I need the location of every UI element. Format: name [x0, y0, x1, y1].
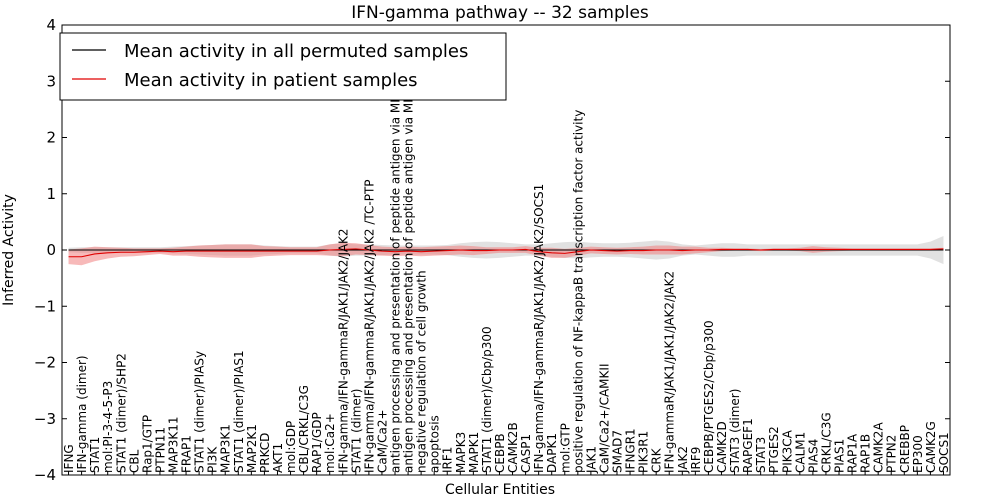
y-tick-label: −4: [34, 466, 56, 484]
entity-label-cbl: CBL: [127, 449, 141, 473]
entity-label-stat1-dimer-shp2: STAT1 (dimer)/SHP2: [114, 353, 128, 473]
entity-label-cebpb-ptges2-cbp-p300: CEBPB/PTGES2/Cbp/p300: [702, 320, 716, 473]
entity-label-socs1: SOCS1: [937, 432, 951, 473]
entity-label-ifn-gamma-ifn-gammar-jak1-jak2-jak2-socs1: IFN-gamma/IFN-gammaR/JAK1/JAK2/JAK2/SOCS…: [532, 184, 546, 473]
entity-label-ep300: EP300: [911, 435, 925, 473]
series-lines: [68, 248, 944, 258]
legend-label-patient: Mean activity in patient samples: [124, 70, 418, 91]
entity-label-stat1-dimer-cbp-p300: STAT1 (dimer)/Cbp/p300: [480, 326, 494, 473]
entity-label-irf1: IRF1: [441, 447, 455, 473]
line-patient-mean: [68, 248, 944, 258]
entity-label-stat1-dimer: STAT1 (dimer): [349, 389, 363, 473]
y-tick-label: 4: [46, 16, 56, 34]
entity-label-map3k1: MAP3K1: [219, 424, 233, 473]
entity-label-pias1: PIAS1: [833, 439, 847, 473]
entity-label-mol-gtp: mol:GTP: [558, 423, 572, 473]
entity-label-jak1: JAK1: [584, 446, 598, 474]
entity-labels: IFNG IFN-gamma (dimer) STAT1 mol:PI-3-4-5-P…: [62, 41, 951, 475]
entity-label-crk: CRK: [650, 447, 664, 473]
entity-label-cam-ca2: CaM/Ca2+: [375, 409, 389, 473]
entity-label-ptpn11: PTPN11: [153, 427, 167, 473]
entity-label-negative-regulation-of-cell-growth: negative regulation of cell growth: [415, 270, 429, 473]
y-tick-label: −1: [34, 297, 56, 315]
entity-label-mapk1: MAPK1: [467, 432, 481, 473]
x-axis-label: Cellular Entities: [445, 482, 555, 498]
entity-label-ptges2: PTGES2: [767, 426, 781, 473]
entity-label-mol-ca2: mol:Ca2+: [323, 413, 337, 473]
entity-label-pias4: PIAS4: [806, 439, 820, 473]
entity-label-rap1b: RAP1B: [859, 434, 873, 473]
y-tick-label: 1: [46, 185, 56, 203]
entity-label-smad7: SMAD7: [611, 430, 625, 473]
entity-label-ptpn2: PTPN2: [885, 435, 899, 473]
entity-label-ifn-gamma-ifn-gammar-jak1-jak2-jak2: IFN-gamma/IFN-gammaR/JAK1/JAK2/JAK2: [336, 228, 350, 473]
plot-frame: [61, 24, 951, 476]
entity-label-ifng: IFNG: [62, 444, 76, 473]
y-tick-label: −3: [34, 410, 56, 428]
entity-label-mol-pi-3-4-5-p3: mol:PI-3-4-5-P3: [101, 381, 115, 473]
entity-label-camk2d: CAMK2D: [715, 421, 729, 473]
y-tick-label: −2: [34, 354, 56, 372]
entity-label-prkcd: PRKCD: [258, 433, 272, 473]
y-axis-ticks: −4 −3 −2 −1 0 1 2 3 4: [34, 16, 950, 484]
entity-label-antigen-processing-and-presentation-of-peptide-antigen-via-mhc-class-i: antigen processing and presentation of p…: [389, 44, 403, 473]
chart-title: IFN-gamma pathway -- 32 samples: [351, 3, 649, 23]
entity-label-mapk3: MAPK3: [454, 432, 468, 473]
entity-label-cbl-crkl-c3g: CBL/CRKL/C3G: [297, 385, 311, 473]
entity-label-camk2g: CAMK2G: [924, 421, 938, 473]
entity-label-rap1-gtp: Rap1/GTP: [140, 415, 154, 473]
entity-label-calm1: CALM1: [793, 432, 807, 473]
y-tick-label: 0: [46, 241, 56, 259]
entity-label-irf9: IRF9: [689, 447, 703, 473]
entity-label-camk2a: CAMK2A: [872, 422, 886, 473]
entity-label-jak2: JAK2: [676, 446, 690, 474]
entity-label-stat3-dimer: STAT3 (dimer): [728, 389, 742, 473]
entity-label-cebpb: CEBPB: [493, 433, 507, 473]
y-axis-label: Inferred Activity: [1, 194, 17, 306]
entity-label-stat1-dimer-pias1: STAT1 (dimer)/PIAS1: [232, 350, 246, 473]
entity-label-apoptosis: apoptosis: [428, 415, 442, 473]
entity-label-rapgef1: RAPGEF1: [741, 418, 755, 473]
entity-label-antigen-processing-and-presentation-of-peptide-antigen-via-mhc-class-ii: antigen processing and presentation of p…: [402, 41, 416, 473]
entity-label-map3k11: MAP3K11: [167, 416, 181, 473]
entity-label-cam-ca2-camkii: CaM/Ca2+/CAMKII: [597, 364, 611, 473]
y-tick-label: 3: [46, 72, 56, 90]
entity-label-map2k1: MAP2K1: [245, 424, 259, 473]
entity-label-stat3: STAT3: [754, 437, 768, 473]
entity-label-akt1: AKT1: [271, 443, 285, 473]
entity-label-ifngr1: IFNGR1: [624, 428, 638, 473]
legend: Mean activity in all permuted samples Me…: [59, 32, 507, 101]
entity-label-pik3ca: PIK3CA: [780, 429, 794, 473]
entity-label-camk2b: CAMK2B: [506, 422, 520, 473]
entity-label-stat1: STAT1: [88, 437, 102, 473]
entity-label-ifn-gamma-dimer: IFN-gamma (dimer): [75, 355, 89, 473]
legend-box: [59, 32, 507, 101]
band-patient: [68, 242, 944, 266]
entity-label-ifn-gammar-jak1-jak1-jak2-jak2: IFN-gammaR/JAK1/JAK1/JAK2/JAK2: [663, 271, 677, 473]
entity-label-rap1-gdp: RAP1/GDP: [310, 412, 324, 473]
entity-label-dapk1: DAPK1: [545, 433, 559, 473]
entity-label-pik3r1: PIK3R1: [637, 431, 651, 473]
entity-label-crkl-c3g: CRKL/C3G: [819, 412, 833, 473]
entity-label-stat1-dimer-piasy: STAT1 (dimer)/PIASy: [193, 351, 207, 473]
y-tick-label: 2: [46, 129, 56, 147]
entity-label-rap1a: RAP1A: [846, 433, 860, 473]
entity-label-casp1: CASP1: [519, 434, 533, 473]
entity-label-positive-regulation-of-nf-kappab-transcription-factor-activity: positive regulation of NF-kappaB transcr…: [571, 110, 585, 473]
entity-label-pi3k: PI3K: [206, 446, 220, 473]
entity-label-ifn-gamma-ifn-gammar-jak1-jak2-jak2-tc-ptp: IFN-gamma/IFN-gammaR/JAK1/JAK2/JAK2 /TC-…: [362, 179, 376, 473]
entity-label-mol-gdp: mol:GDP: [284, 421, 298, 473]
entity-label-crebbp: CREBBP: [898, 425, 912, 473]
legend-label-permuted: Mean activity in all permuted samples: [124, 41, 468, 62]
entity-label-frap1: FRAP1: [180, 435, 194, 473]
